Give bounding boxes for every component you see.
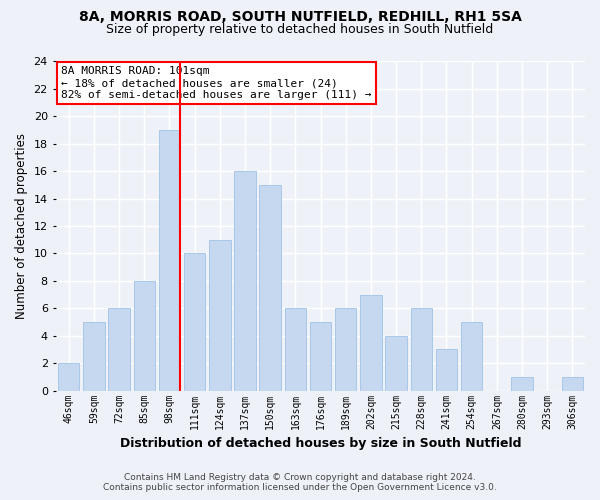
Bar — [360, 294, 382, 390]
Bar — [83, 322, 104, 390]
Bar — [562, 377, 583, 390]
Bar — [310, 322, 331, 390]
Bar — [436, 350, 457, 391]
Y-axis label: Number of detached properties: Number of detached properties — [15, 133, 28, 319]
Bar — [511, 377, 533, 390]
Bar — [134, 281, 155, 390]
Bar — [184, 254, 205, 390]
Bar — [385, 336, 407, 390]
Text: 8A MORRIS ROAD: 101sqm
← 18% of detached houses are smaller (24)
82% of semi-det: 8A MORRIS ROAD: 101sqm ← 18% of detached… — [61, 66, 372, 100]
Bar — [335, 308, 356, 390]
Text: 8A, MORRIS ROAD, SOUTH NUTFIELD, REDHILL, RH1 5SA: 8A, MORRIS ROAD, SOUTH NUTFIELD, REDHILL… — [79, 10, 521, 24]
Text: Size of property relative to detached houses in South Nutfield: Size of property relative to detached ho… — [106, 22, 494, 36]
Bar — [461, 322, 482, 390]
Bar — [284, 308, 306, 390]
Bar — [209, 240, 230, 390]
Text: Contains HM Land Registry data © Crown copyright and database right 2024.
Contai: Contains HM Land Registry data © Crown c… — [103, 473, 497, 492]
Bar — [410, 308, 432, 390]
Bar — [109, 308, 130, 390]
Bar — [235, 171, 256, 390]
X-axis label: Distribution of detached houses by size in South Nutfield: Distribution of detached houses by size … — [120, 437, 521, 450]
Bar — [259, 185, 281, 390]
Bar — [159, 130, 180, 390]
Bar — [58, 363, 79, 390]
